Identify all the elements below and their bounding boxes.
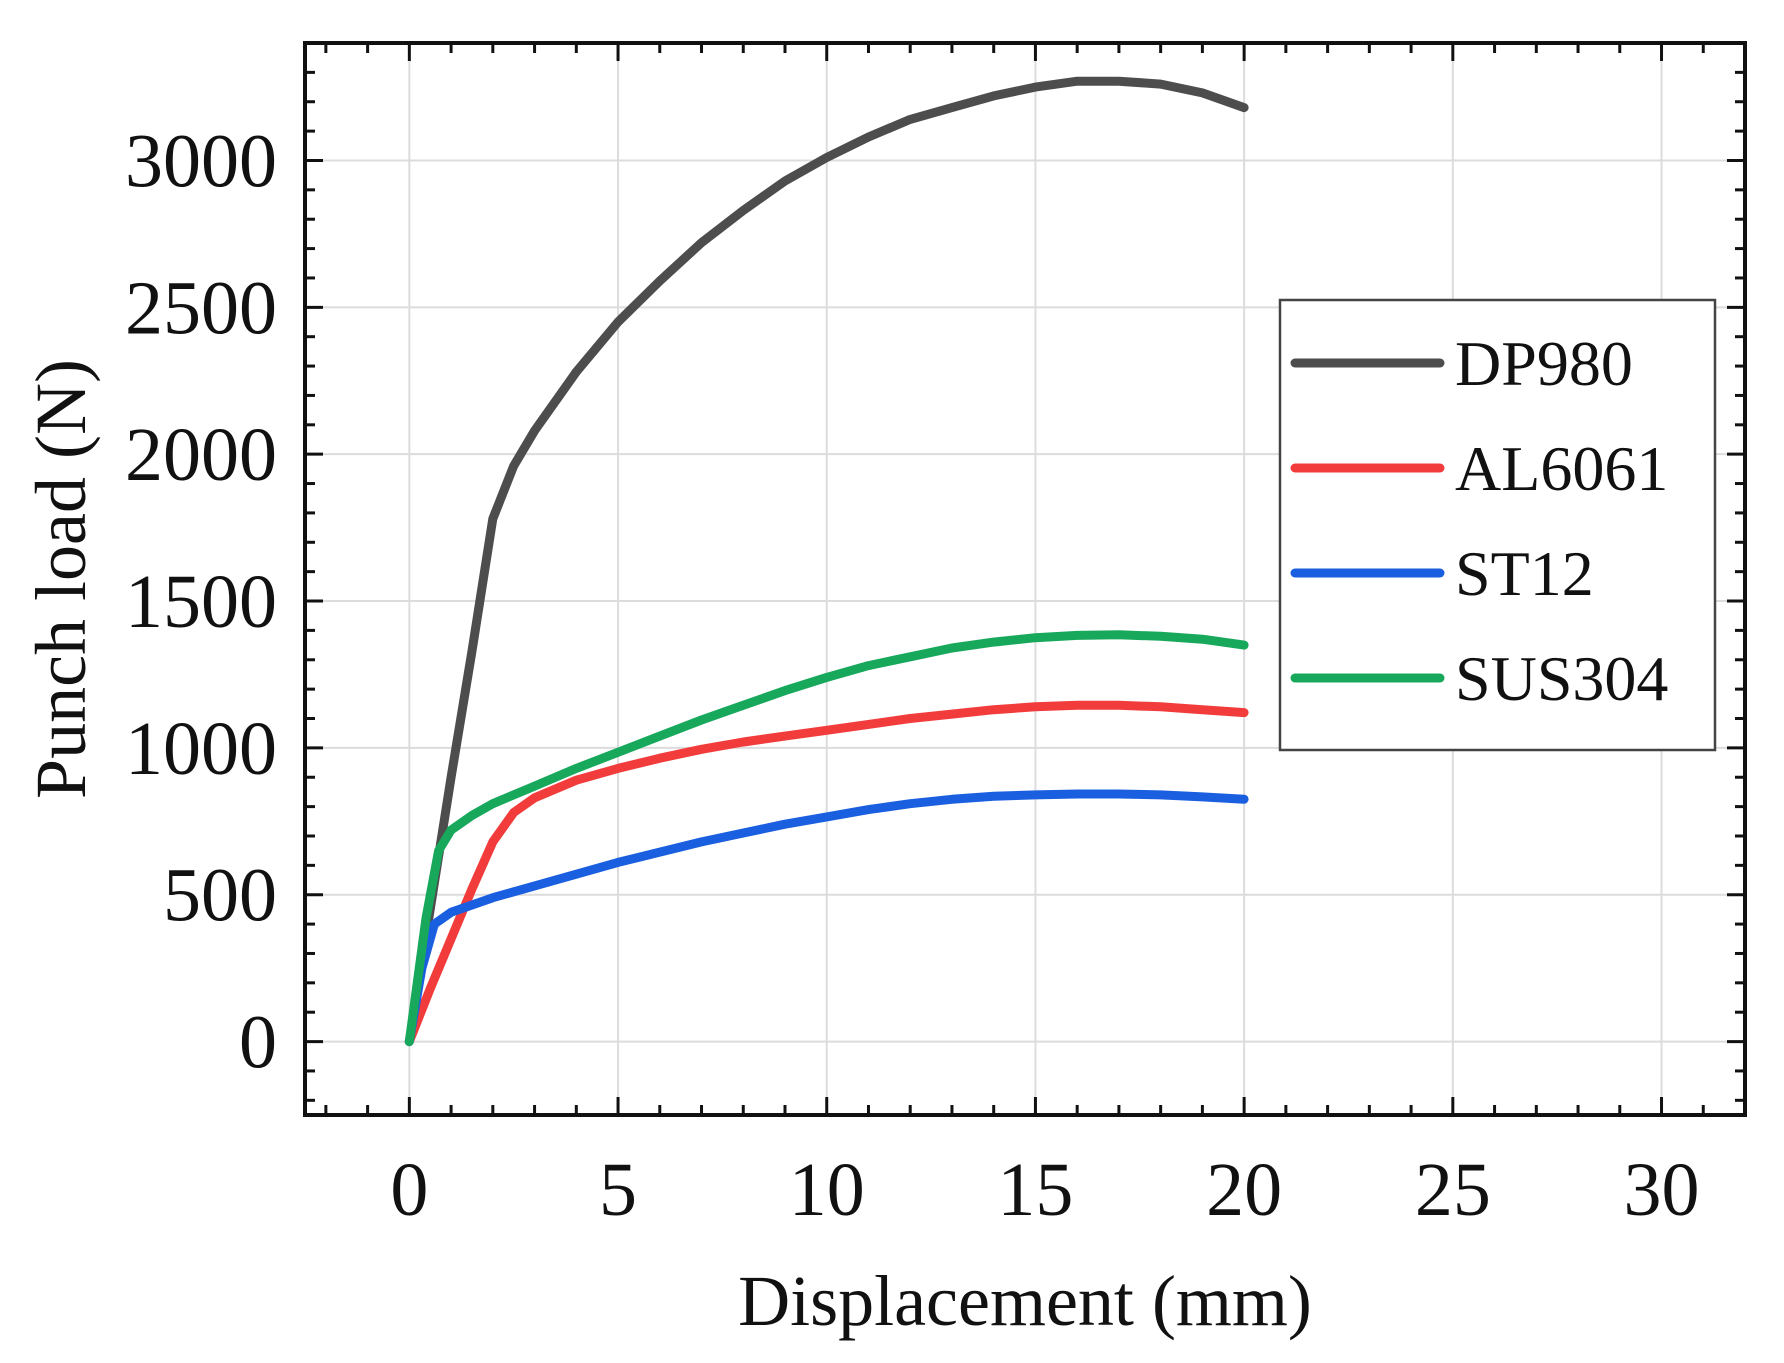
legend-label-dp980: DP980	[1455, 328, 1633, 399]
x-tick-label: 20	[1206, 1148, 1282, 1232]
y-tick-label: 3000	[125, 119, 277, 203]
legend-label-al6061: AL6061	[1455, 433, 1668, 504]
series-line-dp980	[404, 76, 1249, 1047]
y-axis-title: Punch load (N)	[21, 359, 101, 799]
y-tick-label: 2500	[125, 266, 277, 350]
x-tick-label: 30	[1624, 1148, 1700, 1232]
y-tick-label: 0	[239, 1001, 277, 1085]
x-tick-label: 25	[1415, 1148, 1491, 1232]
x-axis-title: Displacement (mm)	[738, 1261, 1312, 1341]
y-tick-label: 1000	[125, 707, 277, 791]
plot-frame	[303, 41, 1747, 1117]
x-tick-label: 5	[599, 1148, 637, 1232]
series-line-st12	[404, 789, 1249, 1047]
series-line-al6061	[404, 700, 1249, 1047]
x-tick-label: 0	[390, 1148, 428, 1232]
y-tick-label: 500	[163, 854, 277, 938]
y-tick-label: 2000	[125, 413, 277, 497]
x-tick-label: 10	[789, 1148, 865, 1232]
legend-label-sus304: SUS304	[1455, 643, 1668, 714]
y-tick-label: 1500	[125, 560, 277, 644]
series-line-sus304	[404, 630, 1249, 1047]
x-tick-label: 15	[997, 1148, 1073, 1232]
legend-label-st12: ST12	[1455, 538, 1594, 609]
